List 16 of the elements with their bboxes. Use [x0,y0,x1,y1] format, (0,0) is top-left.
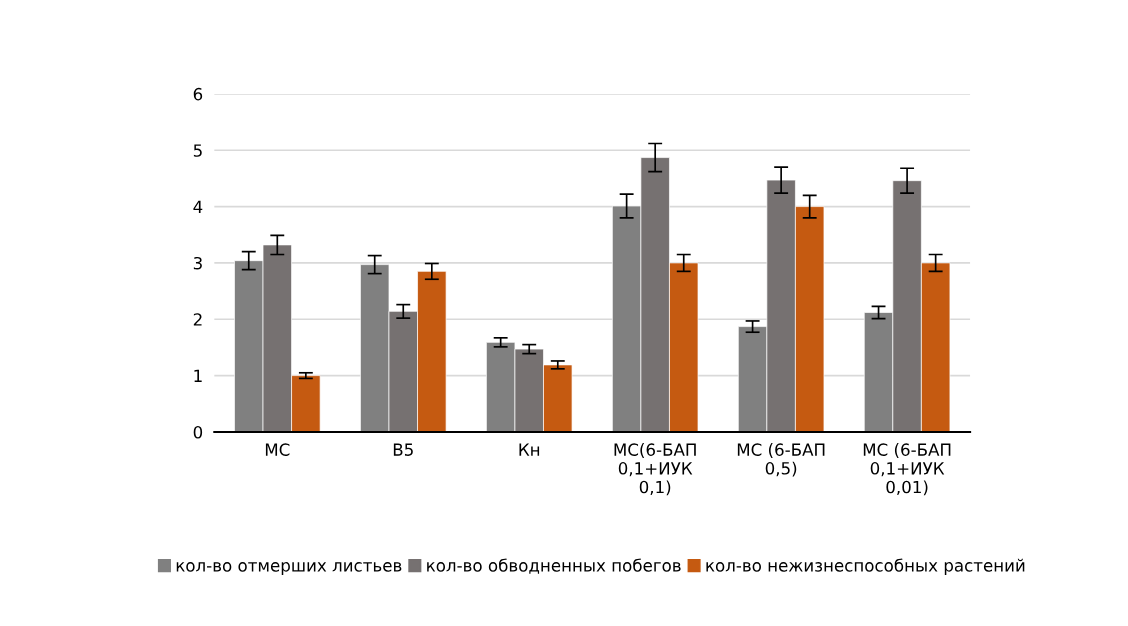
y-tick-label: 5 [193,144,202,157]
y-tick-label: 4 [193,200,203,213]
x-tick-label: Кн [519,443,540,456]
y-tick-label: 3 [193,256,202,270]
x-tick-label: B5 [393,443,413,456]
legend-label: кол-во обводненных побегов [427,558,681,574]
y-tick-label: 2 [193,313,202,326]
legend-label: кол-во нежизнеспособных растений [706,558,1025,575]
legend-label: кол-во отмерших листьев [176,562,402,575]
y-tick-label: 0 [193,425,203,439]
y-tick-label: 6 [193,87,203,101]
x-tick-label: МС (6-БАП 0,5) [737,443,825,477]
x-tick-label: МС (6-БАП 0,1+ИУК 0,01) [863,443,951,496]
x-tick-label: МС [265,443,290,456]
x-tick-label: МС(6-БАП 0,1+ИУК 0,1) [614,443,696,496]
y-tick-label: 1 [194,369,202,382]
